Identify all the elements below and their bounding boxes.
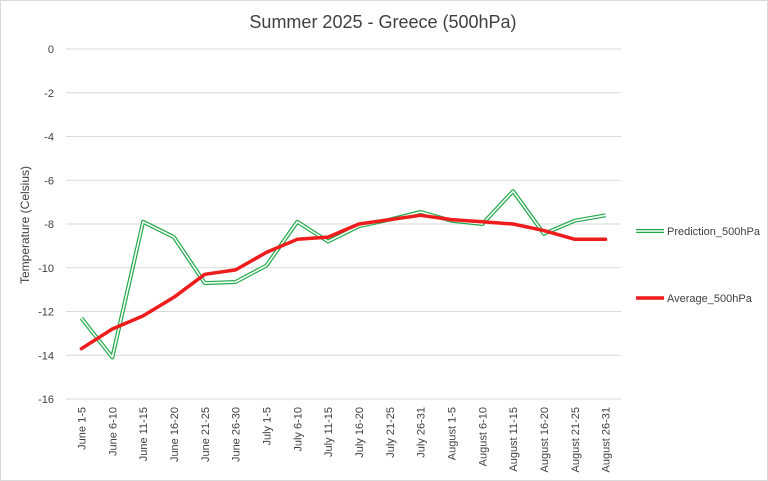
y-tick-label-6: -12: [38, 307, 54, 319]
data-point-0-11: [420, 211, 422, 213]
x-tick-label-6: July 1-5: [261, 407, 273, 446]
x-tick-label-17: August 26-31: [601, 407, 613, 472]
x-tick-label-11: July 26-31: [416, 407, 428, 458]
data-point-1-5: [235, 269, 237, 271]
data-point-1-8: [327, 236, 329, 238]
legend: Prediction_500hPa Average_500hPa: [636, 226, 761, 305]
data-point-1-14: [512, 223, 514, 225]
data-point-1-17: [605, 238, 607, 240]
y-tick-label-4: -8: [44, 219, 54, 231]
data-point-0-0: [80, 317, 82, 319]
legend-label-0: Prediction_500hPa: [667, 226, 761, 238]
data-point-0-8: [327, 241, 329, 243]
series-line-inner-0: [80, 190, 606, 359]
data-point-1-16: [574, 238, 576, 240]
data-point-0-16: [574, 220, 576, 222]
x-tick-label-4: June 21-25: [200, 407, 212, 462]
x-tick-label-15: August 16-20: [539, 407, 551, 472]
y-tick-label-2: -4: [44, 132, 54, 144]
x-axis-ticks: June 1-5 June 6-10 June 11-15 June 16-20 Jun…: [76, 407, 612, 472]
legend-entry-0: Prediction_500hPa: [636, 226, 761, 238]
data-point-0-6: [265, 265, 267, 267]
x-tick-label-13: August 6-10: [477, 407, 489, 466]
x-tick-label-9: July 16-20: [354, 407, 366, 458]
x-tick-label-16: August 21-25: [570, 407, 582, 472]
data-point-1-1: [111, 328, 113, 330]
x-tick-label-12: August 1-5: [446, 407, 458, 460]
data-point-1-4: [204, 273, 206, 275]
data-point-1-13: [481, 221, 483, 223]
data-point-1-2: [142, 315, 144, 317]
legend-label-1: Average_500hPa: [667, 293, 753, 305]
data-point-0-14: [512, 190, 514, 192]
series-Average_500hPa: [79, 213, 608, 351]
x-tick-label-3: June 16-20: [169, 407, 181, 462]
y-tick-label-0: 0: [48, 44, 54, 56]
y-tick-label-8: -16: [38, 394, 54, 406]
x-tick-label-7: July 6-10: [292, 407, 304, 452]
series-lines: [79, 189, 608, 360]
data-point-1-9: [358, 223, 360, 225]
data-point-1-7: [296, 238, 298, 240]
data-point-1-10: [389, 219, 391, 221]
y-tick-label-5: -10: [38, 263, 54, 275]
x-tick-label-5: June 26-30: [231, 407, 243, 462]
data-point-0-5: [235, 281, 237, 283]
x-tick-label-2: June 11-15: [138, 407, 150, 461]
y-tick-label-7: -14: [38, 350, 54, 362]
gridlines: [66, 48, 621, 400]
y-axis-ticks: 0 -2 -4 -6 -8 -10 -12 -14 -16: [38, 44, 54, 406]
series-Prediction_500hPa: [79, 189, 607, 360]
data-point-0-4: [204, 282, 206, 284]
data-point-0-2: [142, 221, 144, 223]
data-point-1-11: [420, 214, 422, 216]
data-point-0-7: [296, 221, 298, 223]
x-tick-label-1: June 6-10: [107, 407, 119, 456]
data-point-0-15: [543, 233, 545, 235]
legend-entry-1: Average_500hPa: [636, 293, 753, 305]
data-point-1-6: [265, 251, 267, 253]
x-tick-label-0: June 1-5: [76, 407, 88, 450]
series-line-1: [79, 213, 608, 351]
data-point-0-17: [605, 214, 607, 216]
x-tick-label-14: August 11-15: [508, 407, 520, 472]
data-point-1-12: [450, 219, 452, 221]
chart-title: Summer 2025 - Greece (500hPa): [249, 12, 516, 32]
data-point-1-3: [173, 296, 175, 298]
data-point-0-1: [111, 356, 113, 358]
y-axis-label: Temperature (Celsius): [18, 166, 32, 284]
data-point-1-15: [543, 230, 545, 232]
y-tick-label-3: -6: [44, 175, 54, 187]
x-tick-label-10: July 21-25: [385, 407, 397, 458]
data-point-0-3: [173, 236, 175, 238]
series-line-outer-0: [79, 189, 606, 360]
x-tick-label-8: July 11-15: [323, 407, 335, 457]
y-tick-label-1: -2: [44, 88, 54, 100]
data-point-1-0: [80, 348, 82, 350]
